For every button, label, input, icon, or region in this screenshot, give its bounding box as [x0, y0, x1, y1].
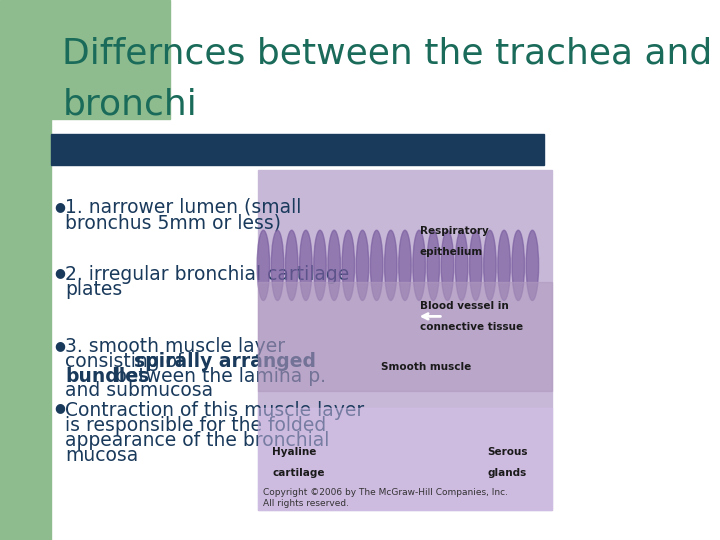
Text: connective tissue: connective tissue: [420, 322, 523, 332]
Text: Hyaline: Hyaline: [272, 448, 317, 457]
Text: Blood vessel in: Blood vessel in: [420, 301, 508, 311]
Text: ●: ●: [54, 200, 65, 213]
Ellipse shape: [413, 230, 426, 300]
Text: Contraction of this muscle layer: Contraction of this muscle layer: [65, 401, 364, 420]
Text: Copyright ©2006 by The McGraw-Hill Companies, Inc.
All rights reserved.: Copyright ©2006 by The McGraw-Hill Compa…: [264, 488, 508, 508]
Text: bronchus 5mm or less): bronchus 5mm or less): [65, 213, 281, 232]
Text: cartilage: cartilage: [272, 468, 325, 478]
Ellipse shape: [498, 230, 510, 300]
Text: epithelium: epithelium: [420, 247, 483, 256]
Text: 1. narrower lumen (small: 1. narrower lumen (small: [65, 197, 302, 216]
Ellipse shape: [526, 230, 539, 300]
Ellipse shape: [512, 230, 524, 300]
Ellipse shape: [484, 230, 496, 300]
Text: ●: ●: [54, 339, 65, 352]
Ellipse shape: [399, 230, 411, 300]
Text: bundles: bundles: [65, 367, 149, 386]
Text: plates: plates: [65, 280, 122, 299]
Text: mucosa: mucosa: [65, 446, 138, 465]
Text: spirally arranged: spirally arranged: [134, 352, 316, 371]
Ellipse shape: [455, 230, 468, 300]
Bar: [0, 0, 51, 540]
Ellipse shape: [384, 230, 397, 300]
Ellipse shape: [285, 230, 298, 300]
Ellipse shape: [342, 230, 354, 300]
Bar: [51, 0, 170, 119]
Ellipse shape: [257, 230, 269, 300]
Bar: [258, 170, 552, 510]
Text: ●: ●: [54, 401, 65, 414]
Ellipse shape: [370, 230, 383, 300]
Text: bronchi: bronchi: [63, 87, 197, 122]
Text: glands: glands: [487, 468, 526, 478]
Ellipse shape: [441, 230, 454, 300]
Text: Respiratory: Respiratory: [420, 226, 488, 237]
Text: Differnces between the trachea and: Differnces between the trachea and: [63, 36, 713, 70]
Text: Smooth muscle: Smooth muscle: [382, 362, 472, 373]
Ellipse shape: [300, 230, 312, 300]
Text: ●: ●: [54, 266, 65, 279]
Text: and submucosa: and submucosa: [65, 381, 213, 400]
Text: between the lamina p.: between the lamina p.: [109, 367, 325, 386]
Ellipse shape: [271, 230, 284, 300]
Text: 3. smooth muscle layer: 3. smooth muscle layer: [65, 338, 285, 356]
Bar: [51, 134, 544, 165]
Text: appearance of the bronchial: appearance of the bronchial: [65, 431, 330, 450]
Text: consisting of: consisting of: [65, 352, 189, 371]
Bar: [258, 282, 552, 391]
Bar: [258, 408, 552, 510]
Text: is responsible for the folded: is responsible for the folded: [65, 416, 326, 435]
Ellipse shape: [356, 230, 369, 300]
Ellipse shape: [427, 230, 439, 300]
Ellipse shape: [314, 230, 326, 300]
Text: Serous: Serous: [487, 448, 528, 457]
Text: 2. irregular bronchial cartilage: 2. irregular bronchial cartilage: [65, 265, 349, 284]
Ellipse shape: [469, 230, 482, 300]
Ellipse shape: [328, 230, 341, 300]
